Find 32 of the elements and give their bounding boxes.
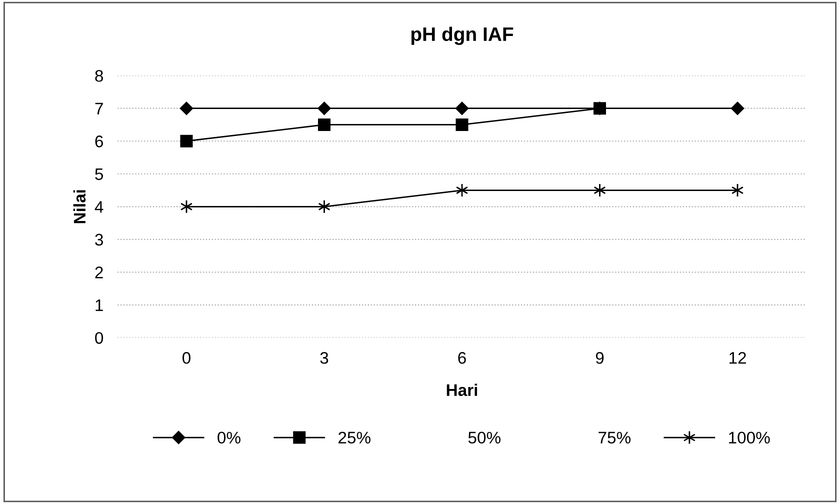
point bbox=[455, 102, 469, 115]
point bbox=[318, 118, 330, 131]
chart-title: pH dgn IAF bbox=[411, 26, 514, 45]
point bbox=[180, 102, 194, 115]
point bbox=[180, 134, 193, 148]
y-tick-label: 8 bbox=[95, 70, 103, 82]
text: 75% bbox=[598, 432, 631, 444]
x-tick-label: 9 bbox=[596, 352, 604, 364]
legend-label: 0% bbox=[218, 432, 240, 444]
y-tick-label: 2 bbox=[95, 266, 103, 278]
point bbox=[456, 118, 468, 131]
y-tick-label: 0 bbox=[95, 332, 104, 344]
y-tick-label: 4 bbox=[94, 201, 104, 213]
point bbox=[594, 102, 606, 115]
x-axis-title: Hari bbox=[446, 384, 478, 396]
y-axis-title: Nilai bbox=[73, 190, 86, 224]
x-tick-label: 6 bbox=[458, 352, 466, 364]
point bbox=[318, 102, 331, 115]
x-tick-label: 0 bbox=[182, 352, 190, 364]
point bbox=[318, 200, 330, 214]
y-tick-label: 1 bbox=[96, 299, 103, 311]
point bbox=[594, 183, 606, 198]
legend-label: 100% bbox=[729, 432, 770, 444]
y-tick-label: 6 bbox=[95, 136, 103, 148]
x-tick-label: 12 bbox=[730, 352, 746, 364]
x-tick-label: 3 bbox=[320, 352, 328, 364]
y-tick-label: 5 bbox=[95, 168, 104, 180]
legend-label: 25% bbox=[338, 432, 370, 444]
text: 50% bbox=[468, 432, 500, 444]
y-tick-label: 7 bbox=[95, 102, 103, 114]
point bbox=[730, 102, 744, 115]
y-tick-label: 3 bbox=[95, 234, 103, 246]
